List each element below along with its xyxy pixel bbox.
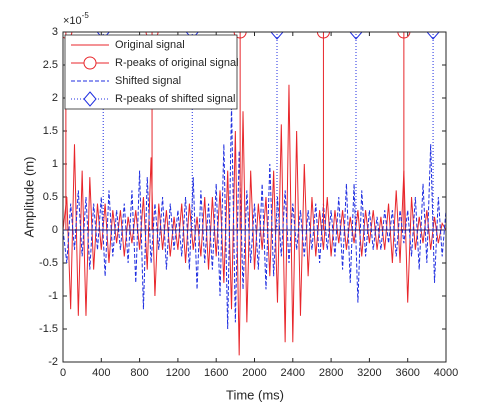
y-multiplier-exponent: -5: [82, 11, 90, 20]
y-tick-label: -1: [48, 290, 58, 302]
y-multiplier-base: ×10: [63, 15, 82, 27]
x-tick-label: 1600: [204, 367, 228, 379]
marker: [270, 32, 284, 40]
y-tick-label: 2: [52, 92, 58, 104]
x-tick-label: 0: [60, 367, 66, 379]
legend-label: R-peaks of shifted signal: [115, 93, 235, 105]
signal-line: [63, 104, 446, 330]
x-tick-label: 2400: [281, 367, 305, 379]
legend: Original signal R-peaks of original signa…: [64, 34, 239, 110]
marker: [349, 32, 363, 40]
x-axis-label: Time (ms): [226, 387, 284, 402]
x-tick-label: 4000: [434, 367, 458, 379]
y-tick-label: 3: [52, 26, 58, 38]
legend-label: R-peaks of original signal: [115, 57, 239, 69]
marker: [426, 32, 440, 40]
y-tick-label: 1: [52, 158, 58, 170]
y-tick-label: -2: [48, 356, 58, 368]
y-tick-label: 0.5: [43, 191, 58, 203]
y-multiplier: ×10-5: [63, 11, 89, 27]
y-tick-label: -0.5: [39, 257, 58, 269]
axes-box: [62, 31, 447, 363]
y-tick-label: -1.5: [39, 323, 58, 335]
x-tick-label: 2000: [242, 367, 266, 379]
y-tick-label: 1.5: [43, 125, 58, 137]
legend-marker: [83, 56, 97, 70]
x-tick-label: 3200: [357, 367, 381, 379]
x-tick-label: 1200: [166, 367, 190, 379]
marker: [233, 32, 247, 39]
x-tick-label: 3600: [395, 367, 419, 379]
legend-marker: [83, 91, 97, 107]
y-tick-label: 2.5: [43, 59, 58, 71]
x-tick-label: 400: [92, 367, 110, 379]
x-tick-label: 800: [130, 367, 148, 379]
marker: [397, 32, 411, 39]
legend-label: Original signal: [115, 39, 185, 51]
x-tick-label: 2800: [319, 367, 343, 379]
y-axis-label: Amplitude (m): [21, 157, 36, 238]
y-tick-label: 0: [52, 224, 58, 236]
legend-label: Shifted signal: [115, 75, 181, 87]
marker: [316, 32, 330, 39]
